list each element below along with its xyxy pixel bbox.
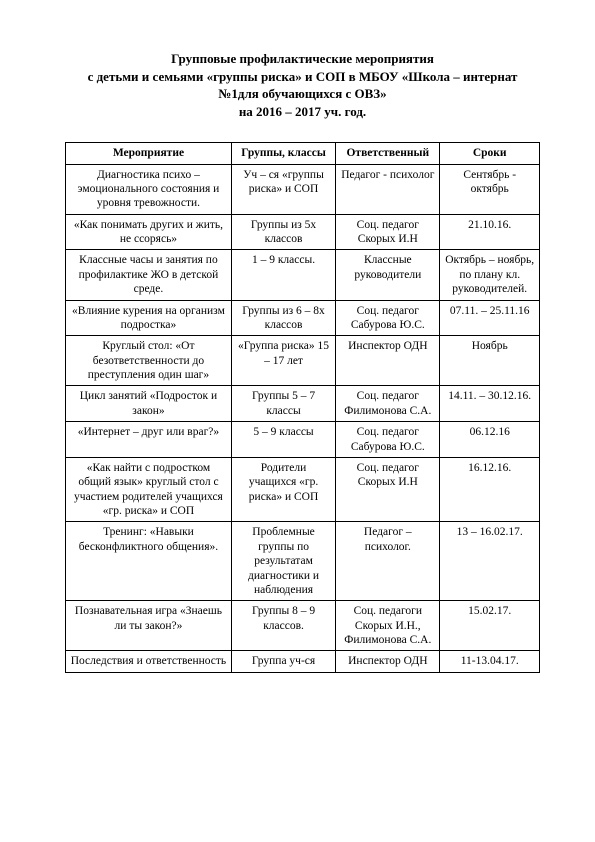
cell-event: Познавательная игра «Знаешь ли ты закон?…	[66, 601, 232, 651]
cell-groups: 1 – 9 классы.	[231, 250, 335, 300]
cell-dates: 06.12.16	[440, 422, 540, 458]
cell-event: Классные часы и занятия по профилактике …	[66, 250, 232, 300]
table-header-row: Мероприятие Группы, классы Ответственный…	[66, 143, 540, 164]
cell-event: «Как найти с подростком общий язык» круг…	[66, 457, 232, 522]
table-row: Познавательная игра «Знаешь ли ты закон?…	[66, 601, 540, 651]
events-table: Мероприятие Группы, классы Ответственный…	[65, 142, 540, 673]
cell-event: «Интернет – друг или враг?»	[66, 422, 232, 458]
cell-groups: Родители учащихся «гр. риска» и СОП	[231, 457, 335, 522]
cell-groups: Группы из 6 – 8х классов	[231, 300, 335, 336]
table-row: Классные часы и занятия по профилактике …	[66, 250, 540, 300]
document-title: Групповые профилактические мероприятия с…	[65, 50, 540, 120]
cell-responsible: Соц. педагог Филимонова С.А.	[336, 386, 440, 422]
cell-event: Диагностика психо – эмоционального состо…	[66, 164, 232, 214]
header-responsible: Ответственный	[336, 143, 440, 164]
table-row: Диагностика психо – эмоционального состо…	[66, 164, 540, 214]
cell-dates: 16.12.16.	[440, 457, 540, 522]
cell-responsible: Классные руководители	[336, 250, 440, 300]
cell-responsible: Педагог - психолог	[336, 164, 440, 214]
cell-responsible: Педагог – психолог.	[336, 522, 440, 601]
table-row: Тренинг: «Навыки бесконфликтного общения…	[66, 522, 540, 601]
cell-event: Тренинг: «Навыки бесконфликтного общения…	[66, 522, 232, 601]
cell-event: Круглый стол: «От безответственности до …	[66, 336, 232, 386]
cell-groups: Группы 8 – 9 классов.	[231, 601, 335, 651]
cell-responsible: Соц. педагог Сабурова Ю.С.	[336, 422, 440, 458]
cell-event: Цикл занятий «Подросток и закон»	[66, 386, 232, 422]
cell-dates: Сентябрь - октябрь	[440, 164, 540, 214]
cell-groups: Уч – ся «группы риска» и СОП	[231, 164, 335, 214]
document-page: Групповые профилактические мероприятия с…	[0, 0, 595, 703]
cell-event: Последствия и ответственность	[66, 651, 232, 672]
title-line-4: на 2016 – 2017 уч. год.	[239, 104, 366, 119]
cell-event: «Как понимать других и жить, не ссорясь»	[66, 214, 232, 250]
cell-dates: Октябрь – ноябрь, по плану кл. руководит…	[440, 250, 540, 300]
cell-dates: 13 – 16.02.17.	[440, 522, 540, 601]
cell-responsible: Соц. педагог Скорых И.Н	[336, 214, 440, 250]
cell-responsible: Инспектор ОДН	[336, 336, 440, 386]
title-line-2: с детьми и семьями «группы риска» и СОП …	[88, 69, 518, 84]
cell-dates: Ноябрь	[440, 336, 540, 386]
cell-dates: 14.11. – 30.12.16.	[440, 386, 540, 422]
cell-responsible: Инспектор ОДН	[336, 651, 440, 672]
cell-responsible: Соц. педагоги Скорых И.Н., Филимонова С.…	[336, 601, 440, 651]
table-body: Диагностика психо – эмоционального состо…	[66, 164, 540, 672]
cell-groups: 5 – 9 классы	[231, 422, 335, 458]
cell-responsible: Соц. педагог Скорых И.Н	[336, 457, 440, 522]
header-event: Мероприятие	[66, 143, 232, 164]
table-row: «Как понимать других и жить, не ссорясь»…	[66, 214, 540, 250]
cell-groups: Группа уч-ся	[231, 651, 335, 672]
cell-groups: Проблемные группы по результатам диагнос…	[231, 522, 335, 601]
title-line-1: Групповые профилактические мероприятия	[171, 51, 434, 66]
cell-groups: Группы 5 – 7 классы	[231, 386, 335, 422]
cell-dates: 15.02.17.	[440, 601, 540, 651]
cell-groups: Группы из 5х классов	[231, 214, 335, 250]
table-row: Цикл занятий «Подросток и закон»Группы 5…	[66, 386, 540, 422]
cell-dates: 11-13.04.17.	[440, 651, 540, 672]
cell-groups: «Группа риска» 15 – 17 лет	[231, 336, 335, 386]
cell-responsible: Соц. педагог Сабурова Ю.С.	[336, 300, 440, 336]
table-row: Последствия и ответственностьГруппа уч-с…	[66, 651, 540, 672]
table-row: «Влияние курения на организм подростка»Г…	[66, 300, 540, 336]
cell-dates: 07.11. – 25.11.16	[440, 300, 540, 336]
table-row: «Как найти с подростком общий язык» круг…	[66, 457, 540, 522]
table-row: «Интернет – друг или враг?»5 – 9 классыС…	[66, 422, 540, 458]
header-groups: Группы, классы	[231, 143, 335, 164]
header-dates: Сроки	[440, 143, 540, 164]
table-row: Круглый стол: «От безответственности до …	[66, 336, 540, 386]
title-line-3: №1для обучающихся с ОВЗ»	[218, 86, 386, 101]
cell-event: «Влияние курения на организм подростка»	[66, 300, 232, 336]
cell-dates: 21.10.16.	[440, 214, 540, 250]
